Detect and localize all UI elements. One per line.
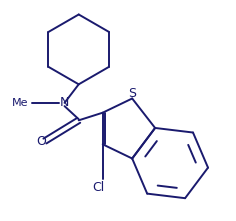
Text: N: N bbox=[60, 96, 69, 109]
Text: Cl: Cl bbox=[92, 181, 105, 194]
Text: Me: Me bbox=[12, 98, 29, 108]
Text: S: S bbox=[128, 87, 136, 99]
Text: O: O bbox=[36, 135, 46, 148]
